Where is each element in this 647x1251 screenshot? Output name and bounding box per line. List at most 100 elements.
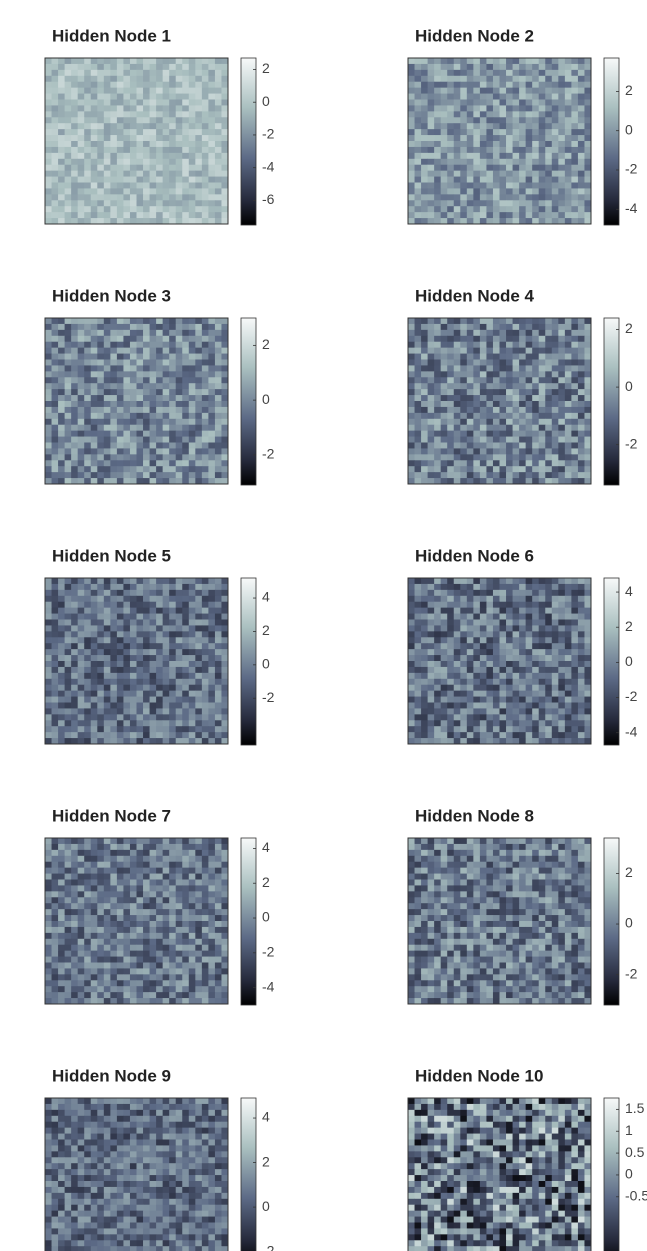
heatmap-cell xyxy=(97,637,104,643)
heatmap-cell xyxy=(52,661,59,667)
heatmap-cell xyxy=(65,371,72,377)
heatmap-cell xyxy=(150,94,157,100)
heatmap-cell xyxy=(221,82,228,88)
heatmap-cell xyxy=(519,105,526,111)
heatmap-cell xyxy=(486,177,493,183)
heatmap-cell xyxy=(428,425,435,431)
heatmap-cell xyxy=(221,850,228,856)
heatmap-cell xyxy=(208,111,215,117)
heatmap-cell xyxy=(189,643,196,649)
heatmap-cell xyxy=(221,661,228,667)
heatmap-cell xyxy=(208,348,215,354)
heatmap-cell xyxy=(486,141,493,147)
heatmap-cell xyxy=(97,165,104,171)
heatmap-cell xyxy=(519,206,526,212)
heatmap-cell xyxy=(441,141,448,147)
heatmap-cell xyxy=(123,360,130,366)
heatmap-cell xyxy=(454,590,461,596)
heatmap-cell xyxy=(506,377,513,383)
heatmap-cell xyxy=(460,685,467,691)
heatmap-cell xyxy=(117,590,124,596)
heatmap-cell xyxy=(117,448,124,454)
heatmap-cell xyxy=(460,614,467,620)
heatmap-cell xyxy=(130,637,137,643)
heatmap-cell xyxy=(195,667,202,673)
heatmap-cell xyxy=(189,448,196,454)
heatmap-cell xyxy=(58,667,65,673)
heatmap-cell xyxy=(500,443,507,449)
heatmap-cell xyxy=(552,82,559,88)
heatmap-cell xyxy=(434,365,441,371)
heatmap-cell xyxy=(545,703,552,709)
heatmap-cell xyxy=(486,602,493,608)
heatmap-cell xyxy=(110,425,117,431)
heatmap-cell xyxy=(117,70,124,76)
heatmap-cell xyxy=(195,584,202,590)
heatmap-cell xyxy=(182,70,189,76)
heatmap-cell xyxy=(58,117,65,123)
heatmap-cell xyxy=(500,679,507,685)
heatmap-cell xyxy=(532,578,539,584)
heatmap-cell xyxy=(454,478,461,484)
heatmap-cell xyxy=(156,177,163,183)
heatmap-cell xyxy=(169,105,176,111)
heatmap-cell xyxy=(71,838,78,844)
heatmap-cell xyxy=(137,620,144,626)
heatmap-cell xyxy=(584,625,591,631)
heatmap-cell xyxy=(137,466,144,472)
heatmap-cell xyxy=(500,165,507,171)
heatmap-cell xyxy=(558,620,565,626)
heatmap-cell xyxy=(156,105,163,111)
heatmap-cell xyxy=(434,407,441,413)
heatmap-cell xyxy=(117,738,124,744)
heatmap-cell xyxy=(454,454,461,460)
heatmap-cell xyxy=(539,218,546,224)
heatmap-cell xyxy=(441,460,448,466)
heatmap-cell xyxy=(486,631,493,637)
heatmap-cell xyxy=(480,431,487,437)
heatmap-cell xyxy=(500,460,507,466)
heatmap-cell xyxy=(110,165,117,171)
heatmap-cell xyxy=(454,177,461,183)
heatmap-cell xyxy=(156,679,163,685)
heatmap-cell xyxy=(117,596,124,602)
colorbar xyxy=(241,578,256,745)
heatmap-cell xyxy=(195,318,202,324)
heatmap-cell xyxy=(91,129,98,135)
heatmap-cell xyxy=(137,194,144,200)
heatmap-cell xyxy=(467,697,474,703)
heatmap-cell xyxy=(117,82,124,88)
heatmap-cell xyxy=(434,691,441,697)
heatmap-cell xyxy=(156,377,163,383)
heatmap-cell xyxy=(58,631,65,637)
heatmap-cell xyxy=(156,667,163,673)
heatmap-cell xyxy=(104,212,111,218)
heatmap-cell xyxy=(52,171,59,177)
heatmap-cell xyxy=(480,342,487,348)
heatmap-cell xyxy=(467,318,474,324)
heatmap-cell xyxy=(486,620,493,626)
heatmap-cell xyxy=(513,100,520,106)
heatmap-cell xyxy=(123,389,130,395)
heatmap-cell xyxy=(176,460,183,466)
heatmap-cell xyxy=(65,360,72,366)
heatmap-cell xyxy=(578,200,585,206)
heatmap-cell xyxy=(486,117,493,123)
heatmap-cell xyxy=(500,584,507,590)
heatmap-cell xyxy=(182,578,189,584)
colorbar xyxy=(241,318,256,485)
heatmap-cell xyxy=(143,360,150,366)
heatmap-cell xyxy=(65,673,72,679)
heatmap-cell xyxy=(52,454,59,460)
heatmap-cell xyxy=(123,856,130,862)
heatmap-cell xyxy=(415,111,422,117)
heatmap-cell xyxy=(460,212,467,218)
heatmap-cell xyxy=(97,70,104,76)
heatmap-cell xyxy=(460,732,467,738)
heatmap-cell xyxy=(104,720,111,726)
heatmap-cell xyxy=(169,348,176,354)
heatmap-cell xyxy=(408,596,415,602)
heatmap-cell xyxy=(558,188,565,194)
heatmap-cell xyxy=(480,419,487,425)
heatmap-cell xyxy=(545,448,552,454)
